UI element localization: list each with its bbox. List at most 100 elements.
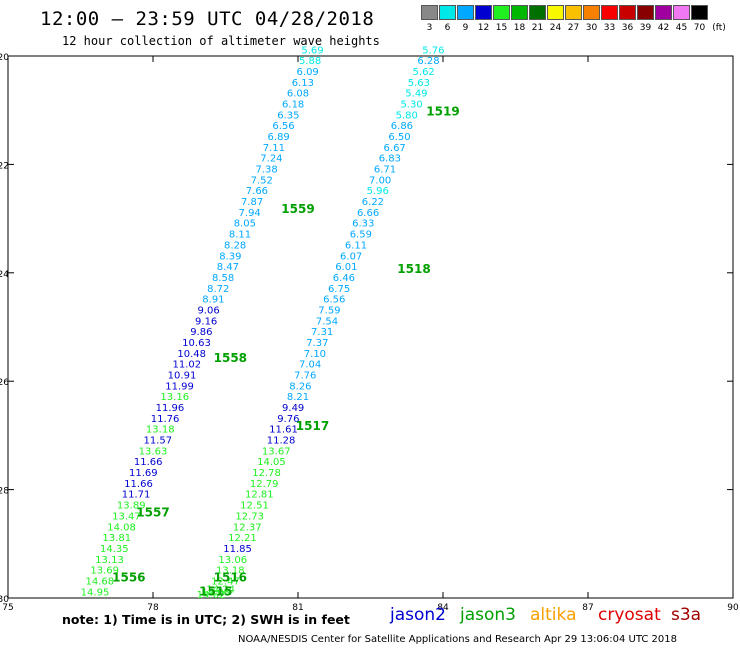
colorbar-swatch bbox=[439, 5, 456, 20]
wave-height-label: 8.21 bbox=[287, 392, 309, 403]
wave-height-label: 11.66 bbox=[134, 457, 163, 468]
satellite-legend-cryosat: cryosat bbox=[598, 605, 661, 625]
wave-height-label: 8.91 bbox=[202, 295, 224, 306]
wave-height-label: 6.09 bbox=[297, 67, 319, 78]
wave-height-label: 6.11 bbox=[345, 240, 367, 251]
wave-height-label: 9.16 bbox=[195, 316, 217, 327]
colorbar-swatch bbox=[493, 5, 510, 20]
wave-height-label: 6.35 bbox=[277, 110, 299, 121]
wave-height-label: 12.81 bbox=[245, 490, 274, 501]
wave-height-label: 12.37 bbox=[233, 522, 262, 533]
wave-height-label: 7.00 bbox=[369, 175, 391, 186]
colorbar-label: 30 bbox=[585, 23, 598, 33]
satellite-legend-jason2: jason2 bbox=[390, 605, 446, 625]
wave-height-label: 8.26 bbox=[289, 381, 311, 392]
wave-height-label: 11.02 bbox=[173, 360, 202, 371]
colorbar-swatch bbox=[655, 5, 672, 20]
wave-height-label: 10.63 bbox=[182, 338, 211, 349]
wave-height-label: 5.76 bbox=[422, 45, 444, 56]
wave-height-label: 9.06 bbox=[197, 305, 219, 316]
wave-height-label: 13.81 bbox=[102, 533, 131, 544]
y-tick-label: -20 bbox=[0, 53, 9, 63]
wave-height-label: 11.85 bbox=[223, 544, 252, 555]
wave-height-label: 8.05 bbox=[234, 219, 256, 230]
colorbar-swatch bbox=[583, 5, 600, 20]
wave-height-label: 6.13 bbox=[292, 78, 314, 89]
wave-height-label: 6.08 bbox=[287, 89, 309, 100]
wave-height-label: 13.18 bbox=[146, 425, 175, 436]
satellite-legend-jason3: jason3 bbox=[460, 605, 516, 625]
y-tick-label: -24 bbox=[0, 270, 9, 280]
wave-height-label: 14.08 bbox=[202, 587, 231, 598]
wave-height-label: 13.47 bbox=[112, 511, 141, 522]
wave-height-label: 6.28 bbox=[417, 56, 439, 67]
colorbar-unit: (ft) bbox=[712, 23, 726, 33]
colorbar-label: 39 bbox=[639, 23, 652, 33]
wave-height-label: 12.73 bbox=[235, 511, 264, 522]
chart-subtitle: 12 hour collection of altimeter wave hei… bbox=[62, 34, 380, 48]
wave-height-label: 6.33 bbox=[352, 219, 374, 230]
pass-time-label: 1556 bbox=[112, 571, 145, 585]
wave-height-label: 7.52 bbox=[251, 175, 273, 186]
wave-height-label: 14.62 bbox=[197, 590, 226, 601]
wave-height-label: 6.18 bbox=[282, 99, 304, 110]
colorbar-label: 12 bbox=[477, 23, 490, 33]
wave-height-label: 5.96 bbox=[367, 186, 389, 197]
pass-time-label: 1518 bbox=[397, 262, 430, 276]
wave-height-label: 7.11 bbox=[263, 143, 285, 154]
wave-height-label: 9.76 bbox=[277, 414, 299, 425]
credit-line: NOAA/NESDIS Center for Satellite Applica… bbox=[238, 634, 677, 645]
wave-height-label: 12.79 bbox=[250, 479, 279, 490]
colorbar-swatch bbox=[691, 5, 708, 20]
wave-height-label: 7.76 bbox=[294, 370, 316, 381]
colorbar-swatch bbox=[637, 5, 654, 20]
colorbar-label: 24 bbox=[549, 23, 562, 33]
wave-height-label: 9.49 bbox=[282, 403, 304, 414]
wave-height-label: 6.59 bbox=[350, 230, 372, 241]
colorbar-swatch bbox=[673, 5, 690, 20]
wave-height-label: 6.86 bbox=[391, 121, 413, 132]
wave-height-label: 5.30 bbox=[400, 99, 422, 110]
x-tick-label: 75 bbox=[2, 603, 13, 613]
pass-time-label: 1519 bbox=[426, 105, 459, 119]
wave-height-label: 7.94 bbox=[239, 208, 261, 219]
wave-height-label: 6.50 bbox=[388, 132, 410, 143]
pass-time-label: 1557 bbox=[136, 506, 169, 520]
wave-height-label: 7.38 bbox=[255, 165, 277, 176]
wave-height-label: 11.96 bbox=[156, 403, 185, 414]
wave-height-label: 5.88 bbox=[299, 56, 321, 67]
wave-height-label: 12.78 bbox=[252, 468, 281, 479]
pass-time-label: 1516 bbox=[214, 571, 247, 585]
wave-height-label: 11.76 bbox=[151, 414, 180, 425]
x-tick-label: 84 bbox=[437, 603, 449, 613]
wave-height-label: 7.24 bbox=[260, 154, 282, 165]
wave-height-label: 14.35 bbox=[100, 544, 129, 555]
wave-height-label: 7.59 bbox=[318, 305, 340, 316]
x-tick-label: 90 bbox=[727, 603, 739, 613]
wave-height-label: 13.16 bbox=[160, 392, 189, 403]
wave-height-label: 6.56 bbox=[272, 121, 294, 132]
chart-title: 12:00 — 23:59 UTC 04/28/2018 bbox=[40, 8, 375, 30]
wave-height-label: 7.37 bbox=[306, 338, 328, 349]
x-tick-label: 87 bbox=[582, 603, 593, 613]
wave-height-label: 8.39 bbox=[219, 251, 241, 262]
wave-height-label: 8.28 bbox=[224, 240, 246, 251]
wave-height-label: 5.69 bbox=[301, 45, 323, 56]
wave-height-label: 11.71 bbox=[122, 490, 151, 501]
wave-height-label: 6.89 bbox=[268, 132, 290, 143]
wave-height-label: 11.61 bbox=[269, 425, 298, 436]
wave-height-label: 5.80 bbox=[396, 110, 418, 121]
colorbar-swatch bbox=[547, 5, 564, 20]
colorbar-swatch bbox=[511, 5, 528, 20]
wave-height-label: 6.01 bbox=[335, 262, 357, 273]
wave-height-label: 10.48 bbox=[177, 349, 206, 360]
wave-height-label: 8.47 bbox=[217, 262, 239, 273]
y-tick-label: -30 bbox=[0, 595, 9, 605]
wave-height-label: 11.28 bbox=[267, 436, 296, 447]
wave-height-label: 9.86 bbox=[190, 327, 212, 338]
colorbar-label: 6 bbox=[444, 23, 451, 33]
wave-height-label: 11.66 bbox=[124, 479, 153, 490]
y-tick-label: -28 bbox=[0, 487, 9, 497]
wave-height-label: 14.08 bbox=[107, 522, 136, 533]
